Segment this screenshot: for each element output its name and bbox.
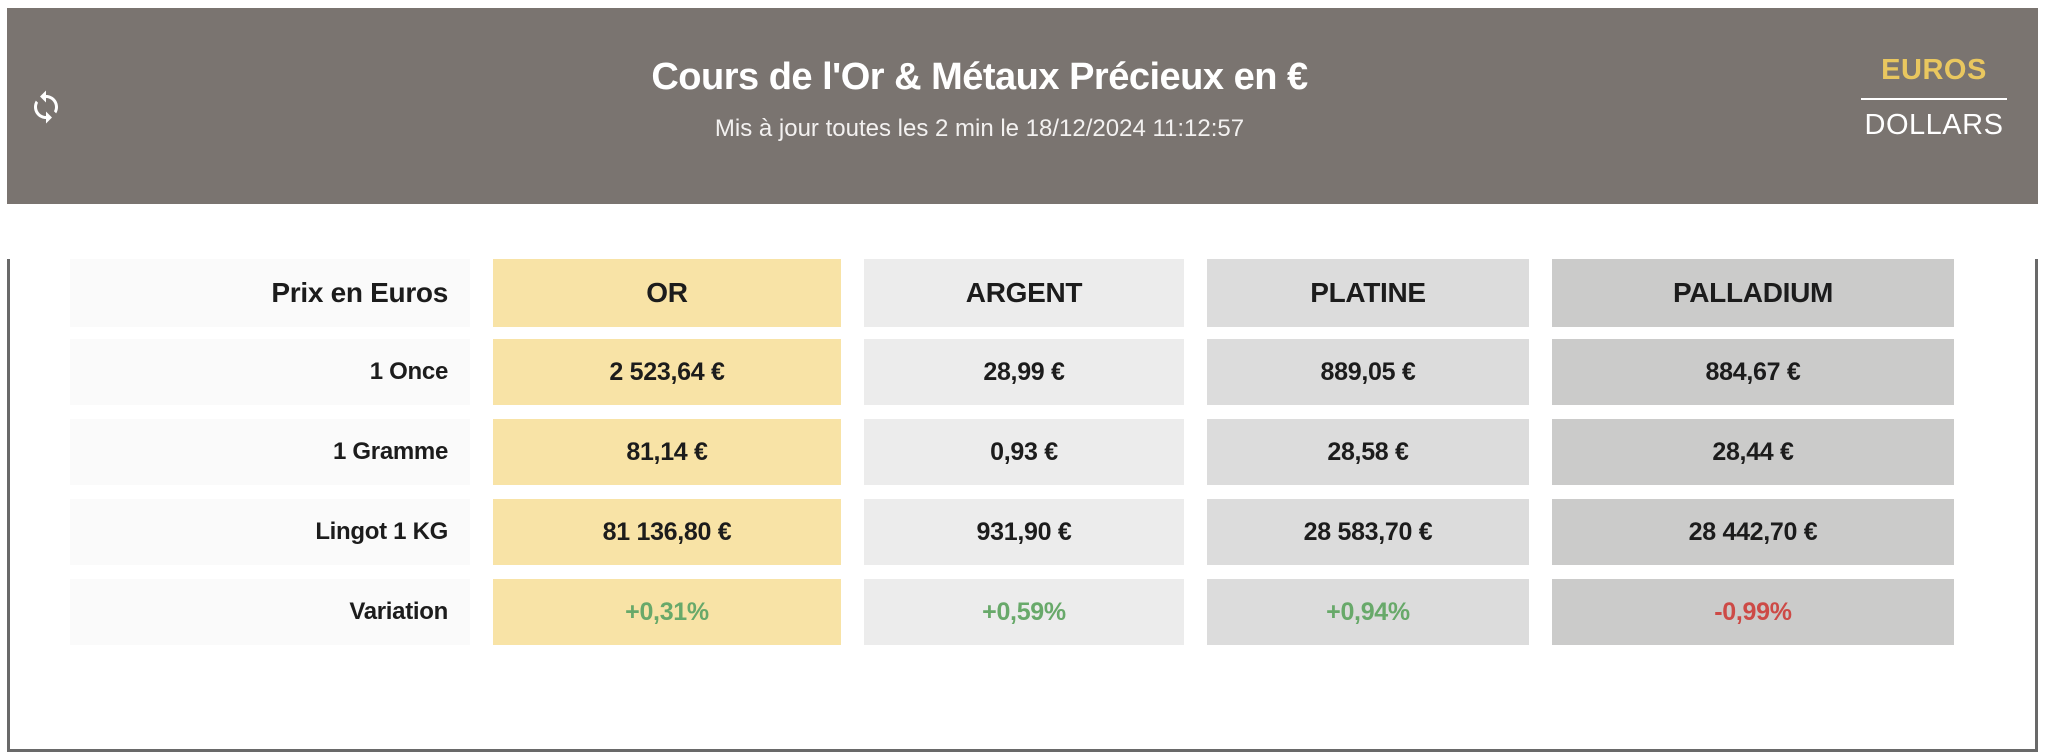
last-updated-text: Mis à jour toutes les 2 min le 18/12/202… xyxy=(714,115,1245,142)
column-header-palladium: PALLADIUM xyxy=(1552,259,1954,327)
page-title: Cours de l'Or & Métaux Précieux en € xyxy=(651,56,1308,98)
row-label-once: 1 Once xyxy=(70,339,470,405)
column-header-platine: PLATINE xyxy=(1207,259,1529,327)
row-label-lingot: Lingot 1 KG xyxy=(70,499,470,565)
currency-option-euros[interactable]: EUROS xyxy=(1881,54,1987,86)
cell-argent-variation: +0,59% xyxy=(864,579,1184,645)
cell-or-once: 2 523,64 € xyxy=(493,339,841,405)
cell-argent-once: 28,99 € xyxy=(864,339,1184,405)
refresh-icon xyxy=(28,90,64,128)
currency-toggle: EUROS DOLLARS xyxy=(1856,54,2012,142)
gold-price-widget: Cours de l'Or & Métaux Précieux en € Mis… xyxy=(7,8,2038,752)
row-label-gramme: 1 Gramme xyxy=(70,419,470,485)
cell-argent-gramme: 0,93 € xyxy=(864,419,1184,485)
cell-argent-lingot: 931,90 € xyxy=(864,499,1184,565)
row-label-variation: Variation xyxy=(70,579,470,645)
price-table: Prix en Euros OR ARGENT PLATINE PALLADIU… xyxy=(70,259,2035,645)
table-corner-label: Prix en Euros xyxy=(70,259,470,327)
cell-platine-variation: +0,94% xyxy=(1207,579,1529,645)
cell-platine-lingot: 28 583,70 € xyxy=(1207,499,1529,565)
cell-or-gramme: 81,14 € xyxy=(493,419,841,485)
cell-palladium-once: 884,67 € xyxy=(1552,339,1954,405)
cell-platine-gramme: 28,58 € xyxy=(1207,419,1529,485)
refresh-button[interactable] xyxy=(26,88,66,128)
cell-or-lingot: 81 136,80 € xyxy=(493,499,841,565)
cell-palladium-gramme: 28,44 € xyxy=(1552,419,1954,485)
cell-palladium-lingot: 28 442,70 € xyxy=(1552,499,1954,565)
price-table-panel: Prix en Euros OR ARGENT PLATINE PALLADIU… xyxy=(7,259,2038,752)
cell-platine-once: 889,05 € xyxy=(1207,339,1529,405)
column-header-argent: ARGENT xyxy=(864,259,1184,327)
cell-or-variation: +0,31% xyxy=(493,579,841,645)
cell-palladium-variation: -0,99% xyxy=(1552,579,1954,645)
header-titles: Cours de l'Or & Métaux Précieux en € Mis… xyxy=(7,8,1952,204)
widget-header: Cours de l'Or & Métaux Précieux en € Mis… xyxy=(7,8,2038,204)
column-header-or: OR xyxy=(493,259,841,327)
currency-divider xyxy=(1861,98,2007,100)
currency-option-dollars[interactable]: DOLLARS xyxy=(1864,109,2004,141)
